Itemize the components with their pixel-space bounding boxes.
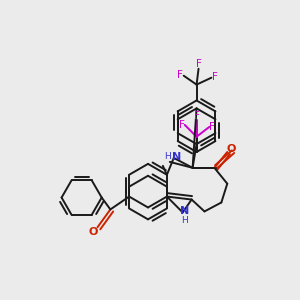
Text: N: N [180,206,189,216]
Text: F: F [196,59,202,69]
Text: O: O [226,144,236,154]
Text: F: F [177,70,183,80]
Text: H: H [164,152,171,161]
Text: N: N [172,152,182,162]
Text: H: H [181,216,188,225]
Text: F: F [212,72,218,82]
Text: F: F [209,122,215,132]
Text: F: F [179,120,184,130]
Text: O: O [89,227,98,237]
Text: F: F [194,111,200,121]
